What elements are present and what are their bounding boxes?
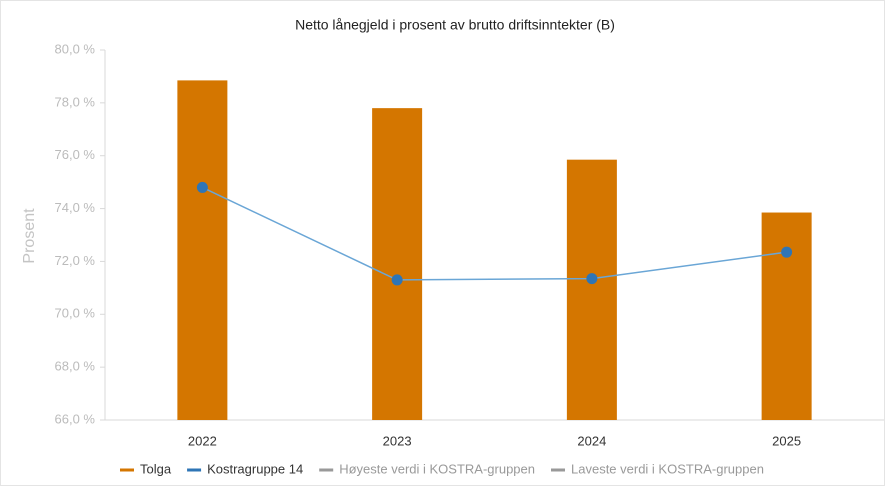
legend-label: Laveste verdi i KOSTRA-gruppen <box>571 461 764 476</box>
line-point <box>391 274 403 286</box>
y-tick-label: 76,0 % <box>55 147 96 162</box>
legend-label: Kostragruppe 14 <box>207 461 303 476</box>
bar <box>177 80 228 421</box>
chart-title: Netto lånegjeld i prosent av brutto drif… <box>295 17 615 33</box>
line-point <box>781 246 793 258</box>
x-tick-label: 2024 <box>577 433 606 448</box>
y-tick-label: 74,0 % <box>55 200 96 215</box>
x-tick-label: 2022 <box>188 433 217 448</box>
x-tick-label: 2025 <box>772 433 801 448</box>
legend-label: Tolga <box>140 461 172 476</box>
line-point <box>196 181 208 193</box>
y-tick-label: 72,0 % <box>55 253 96 268</box>
bar <box>566 159 617 420</box>
y-tick-label: 68,0 % <box>55 359 96 374</box>
line-point <box>586 273 598 285</box>
line <box>202 186 787 281</box>
y-tick-label: 78,0 % <box>55 94 96 109</box>
y-tick-label: 80,0 % <box>55 41 96 56</box>
bar <box>761 212 812 420</box>
legend-label: Høyeste verdi i KOSTRA-gruppen <box>339 461 535 476</box>
x-tick-label: 2023 <box>383 433 412 448</box>
y-tick-label: 66,0 % <box>55 411 96 426</box>
y-tick-label: 70,0 % <box>55 306 96 321</box>
y-axis-label: Prosent <box>21 208 38 264</box>
bar <box>372 108 423 421</box>
